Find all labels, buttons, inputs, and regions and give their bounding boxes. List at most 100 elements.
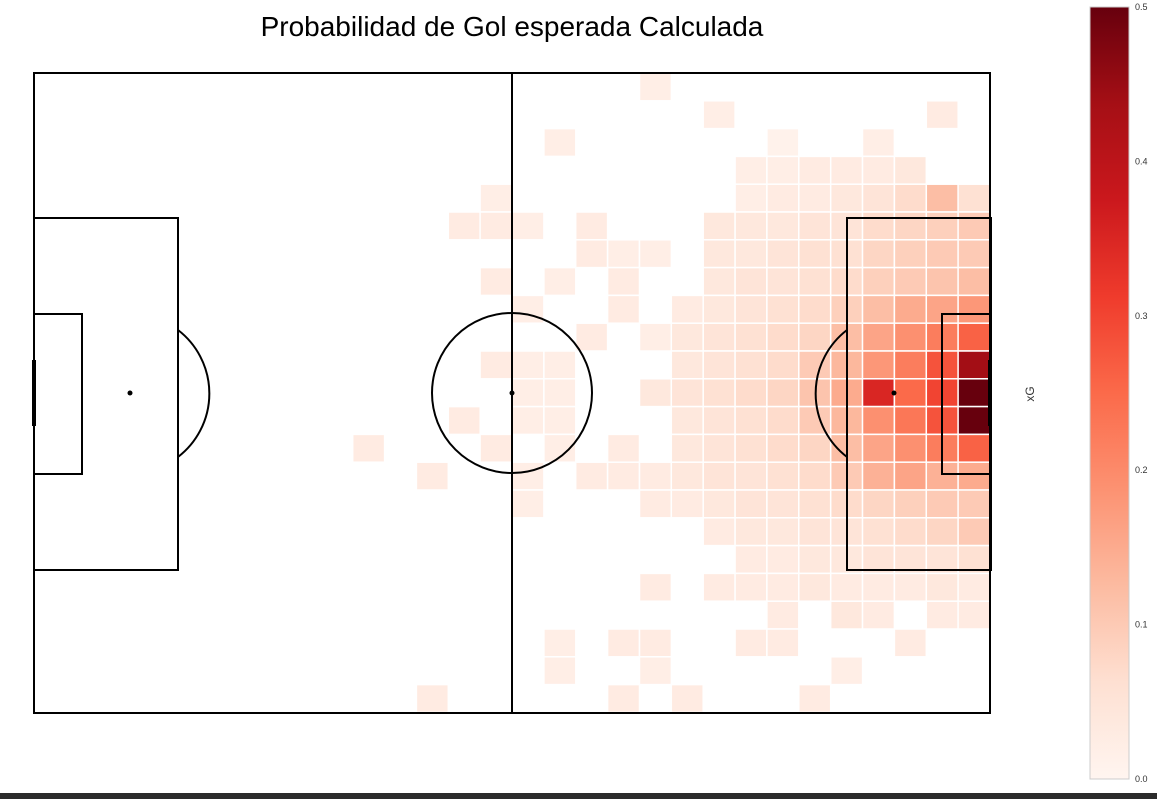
heatmap-cell <box>925 183 959 213</box>
heatmap-cell <box>670 683 704 714</box>
heatmap-cell <box>734 628 768 658</box>
heatmap-cell <box>734 266 768 297</box>
heatmap-cell <box>702 489 736 519</box>
heatmap-cell <box>861 127 896 158</box>
heatmap-cell <box>798 572 832 602</box>
heatmap-cell <box>638 489 673 519</box>
heatmap-cell <box>925 211 959 241</box>
heatmap-cell <box>670 322 704 352</box>
heatmap-cell <box>861 433 896 463</box>
heatmap-cell <box>543 656 577 686</box>
heatmap-cell <box>829 572 864 602</box>
heatmap-cell <box>893 378 928 408</box>
heatmap-cell <box>702 405 736 436</box>
heatmap-cell <box>734 433 768 463</box>
heatmap-cell <box>574 211 609 241</box>
heatmap-cell <box>798 489 832 519</box>
center-circle <box>431 312 593 474</box>
heatmap-cell <box>861 378 896 408</box>
heatmap-cell <box>766 600 800 630</box>
heatmap-cell <box>511 378 545 408</box>
heatmap-cell <box>893 350 928 380</box>
heatmap-cell <box>957 266 991 297</box>
heatmap-cell <box>893 489 928 519</box>
heatmap-cell <box>415 461 450 491</box>
heatmap-cell <box>798 683 832 714</box>
colorbar-tick-label: 0.2 <box>1135 465 1148 475</box>
heatmap-cell <box>511 350 545 380</box>
heatmap-cell <box>638 378 673 408</box>
heatmap-cell <box>543 628 577 658</box>
heatmap-cell <box>893 211 928 241</box>
heatmap-cell <box>893 239 928 269</box>
heatmap-cell <box>893 628 928 658</box>
heatmap-cell <box>798 517 832 547</box>
heatmap-cell <box>734 183 768 213</box>
heatmap-cell <box>925 517 959 547</box>
heatmap-cell <box>829 183 864 213</box>
heatmap-cell <box>957 433 991 463</box>
heatmap-cell <box>606 266 641 297</box>
heatmap-cell <box>638 461 673 491</box>
heatmap-cell <box>957 461 991 491</box>
right-penalty-arc <box>814 329 848 458</box>
colorbar-tick-label: 0.4 <box>1135 156 1148 166</box>
heatmap-cell <box>893 294 928 324</box>
heatmap-cell <box>351 433 386 463</box>
heatmap-cell <box>861 322 896 352</box>
heatmap-cell <box>957 239 991 269</box>
heatmap-cell <box>766 183 800 213</box>
heatmap-cell <box>734 461 768 491</box>
heatmap-cell <box>829 600 864 630</box>
heatmap-cell <box>766 628 800 658</box>
left-penalty-arc <box>177 329 211 458</box>
heatmap-cell <box>766 322 800 352</box>
heatmap-cell <box>798 266 832 297</box>
heatmap-cell <box>957 544 991 575</box>
heatmap-cell <box>925 239 959 269</box>
heatmap-cell <box>861 350 896 380</box>
left-goal-area <box>33 313 83 475</box>
heatmap-cell <box>861 239 896 269</box>
chart-title: Probabilidad de Gol esperada Calculada <box>261 11 764 42</box>
heatmap-cell <box>798 544 832 575</box>
heatmap-cell <box>606 294 641 324</box>
heatmap-cell <box>511 294 545 324</box>
heatmap-cells <box>351 72 991 714</box>
heatmap-cell <box>511 405 545 436</box>
heatmap-cell <box>798 405 832 436</box>
heatmap-cell <box>957 600 991 630</box>
right-goal <box>988 360 992 426</box>
pitch-spots <box>32 360 992 426</box>
heatmap-cell <box>957 489 991 519</box>
heatmap-cell <box>543 378 577 408</box>
heatmap-cell <box>893 405 928 436</box>
heatmap-cell <box>702 572 736 602</box>
heatmap-cell <box>893 266 928 297</box>
heatmap-cell <box>798 461 832 491</box>
heatmap-cell <box>798 155 832 185</box>
heatmap-cell <box>670 433 704 463</box>
heatmap-cell <box>766 378 800 408</box>
heatmap-cell <box>638 322 673 352</box>
heatmap-cell <box>606 433 641 463</box>
center-spot <box>509 390 515 396</box>
heatmap-cell <box>861 294 896 324</box>
heatmap-cell <box>670 405 704 436</box>
heatmap-cell <box>702 294 736 324</box>
heatmap-cell <box>702 100 736 130</box>
left-penalty-spot <box>127 390 133 396</box>
heatmap-cell <box>670 489 704 519</box>
heatmap-cell <box>479 211 513 241</box>
colorbar-label: xG <box>1023 386 1037 401</box>
heatmap-cell <box>702 433 736 463</box>
left-goal <box>32 360 36 426</box>
heatmap-cell <box>734 211 768 241</box>
heatmap-cell <box>734 294 768 324</box>
heatmap-cell <box>670 461 704 491</box>
colorbar-tick-label: 0.0 <box>1135 774 1148 784</box>
heatmap-cell <box>766 461 800 491</box>
heatmap-cell <box>861 211 896 241</box>
heatmap-cell <box>670 350 704 380</box>
heatmap-cell <box>957 350 991 380</box>
